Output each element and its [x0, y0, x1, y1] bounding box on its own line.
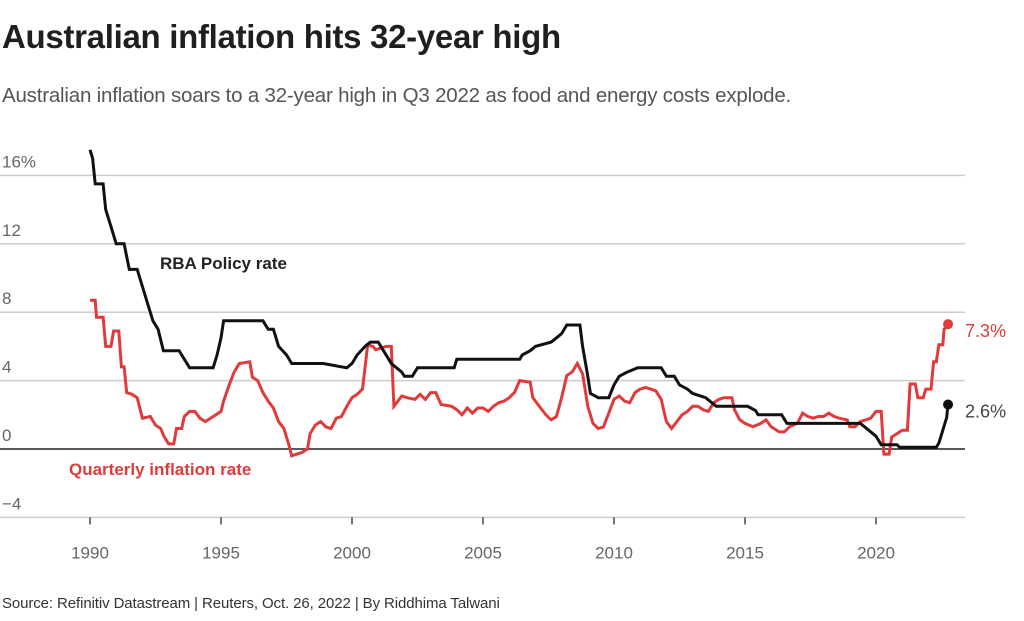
y-tick-label: 12 — [2, 221, 21, 240]
source-note: Source: Refinitiv Datastream | Reuters, … — [2, 595, 500, 612]
y-tick-label: 4 — [2, 358, 11, 377]
series-line-policy-rate — [88, 149, 950, 449]
y-axis-ticks: −4 0 4 8 12 16% — [2, 152, 36, 513]
series-line-inflation — [90, 298, 950, 458]
x-axis-ticks: 1990 1995 2000 2005 2010 2015 2020 — [71, 517, 895, 562]
series-lines — [88, 149, 950, 458]
x-tick-label: 2005 — [464, 543, 502, 562]
chart-subtitle: Australian inflation soars to a 32-year … — [2, 84, 792, 107]
end-value-label-policy-rate: 2.6% — [965, 402, 1006, 422]
label-quarterly-inflation: Quarterly inflation rate — [69, 460, 251, 479]
y-tick-label: 8 — [2, 289, 11, 308]
chart-title: Australian inflation hits 32-year high — [2, 18, 561, 55]
x-tick-label: 2010 — [595, 543, 633, 562]
end-point-policy-rate — [943, 399, 954, 410]
x-tick-label: 2020 — [857, 543, 895, 562]
end-markers: 7.3% 2.6% — [943, 319, 1006, 422]
y-tick-label: −4 — [2, 494, 21, 513]
end-value-label-inflation: 7.3% — [965, 321, 1006, 341]
x-tick-label: 2000 — [333, 543, 371, 562]
label-rba-policy-rate: RBA Policy rate — [160, 254, 287, 273]
y-tick-label: 0 — [2, 426, 11, 445]
x-tick-label: 2015 — [726, 543, 764, 562]
x-tick-label: 1990 — [71, 543, 109, 562]
end-point-inflation — [943, 319, 954, 330]
y-tick-label: 16% — [2, 152, 36, 171]
x-tick-label: 1995 — [202, 543, 240, 562]
